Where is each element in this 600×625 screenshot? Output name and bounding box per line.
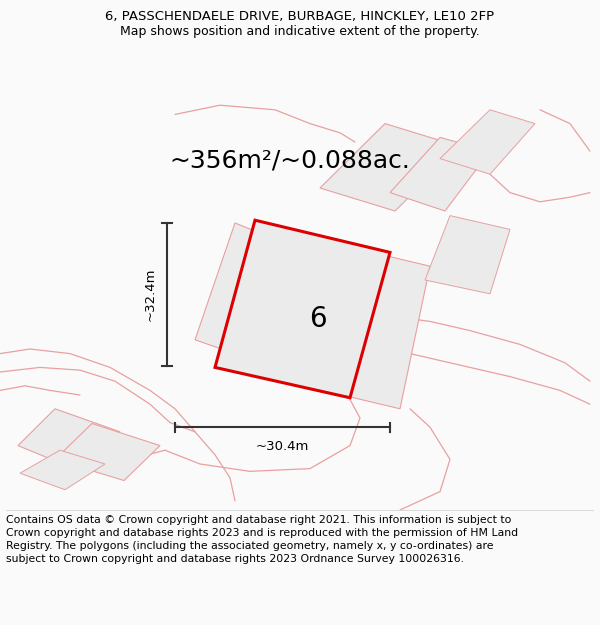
Polygon shape	[425, 216, 510, 294]
Polygon shape	[320, 124, 460, 211]
Polygon shape	[20, 450, 105, 490]
Text: ~32.4m: ~32.4m	[144, 268, 157, 321]
Text: ~356m²/~0.088ac.: ~356m²/~0.088ac.	[170, 148, 410, 173]
Polygon shape	[215, 220, 390, 398]
Polygon shape	[18, 409, 120, 473]
Text: ~30.4m: ~30.4m	[256, 440, 309, 453]
Text: 6, PASSCHENDAELE DRIVE, BURBAGE, HINCKLEY, LE10 2FP: 6, PASSCHENDAELE DRIVE, BURBAGE, HINCKLE…	[106, 10, 494, 23]
Text: Contains OS data © Crown copyright and database right 2021. This information is : Contains OS data © Crown copyright and d…	[6, 514, 518, 564]
Polygon shape	[390, 138, 490, 211]
Polygon shape	[265, 234, 430, 409]
Text: 6: 6	[308, 304, 326, 332]
Text: Map shows position and indicative extent of the property.: Map shows position and indicative extent…	[120, 24, 480, 38]
Polygon shape	[440, 110, 535, 174]
Polygon shape	[195, 223, 285, 358]
Polygon shape	[55, 424, 160, 481]
